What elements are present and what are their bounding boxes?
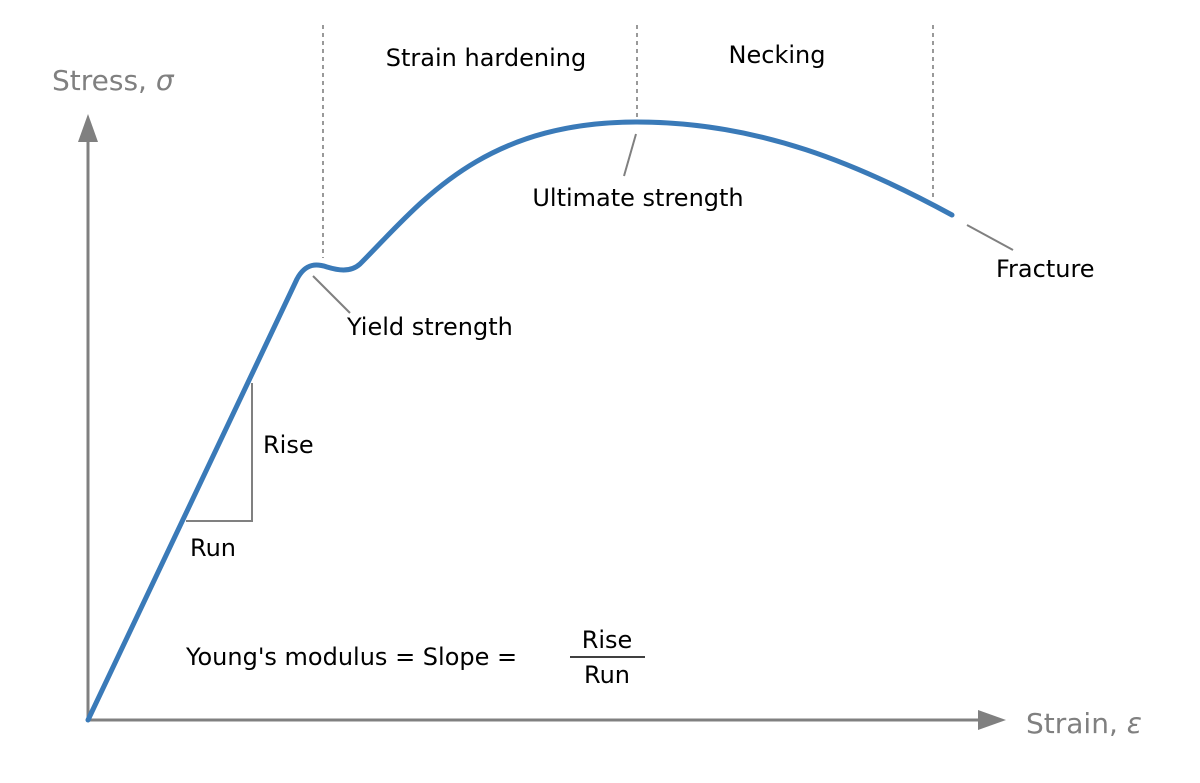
formula-denominator: Run [584,661,630,689]
necking-label: Necking [729,41,826,69]
slope-triangle [186,383,253,522]
x-axis-arrowhead [978,710,1006,730]
strain-hardening-label: Strain hardening [386,44,586,72]
fracture-label: Fracture [996,255,1095,283]
x-axis-label-text: Strain, [1026,707,1127,740]
run-label: Run [190,534,236,562]
ultimate-leader-line [623,133,637,177]
ultimate-strength-label: Ultimate strength [532,184,743,212]
yield-leader-line [312,275,351,314]
yield-strength-label: Yield strength [346,313,513,341]
x-axis-symbol: ε [1127,707,1142,740]
rise-label: Rise [263,431,314,459]
stress-strain-curve [85,119,955,723]
y-axis-label-text: Stress, [52,64,156,97]
y-axis-symbol: σ [156,64,175,97]
formula-lhs: Young's modulus = Slope = [185,643,517,671]
y-axis-arrowhead [78,114,98,142]
x-axis-label: Strain, ε [1026,707,1142,740]
fracture-leader-line [966,224,1014,251]
y-axis-label: Stress, σ [52,64,175,97]
formula-numerator: Rise [582,626,633,654]
